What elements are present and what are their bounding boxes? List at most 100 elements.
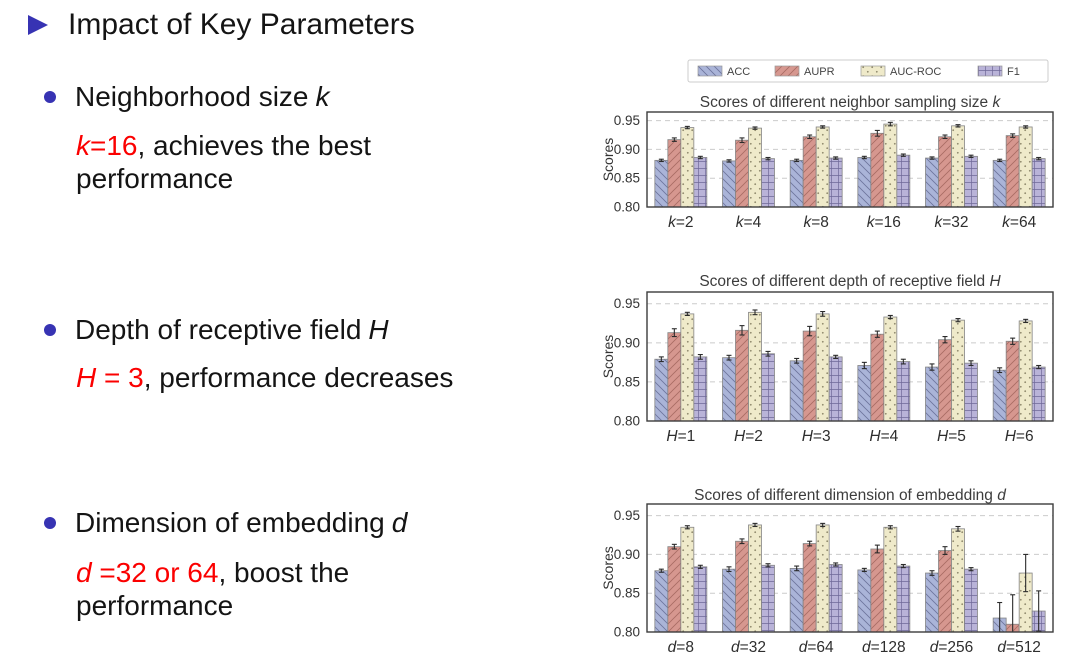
bar-F1-k=4	[761, 158, 775, 208]
note-line-2: performance	[76, 590, 234, 621]
svg-text:H=3: H=3	[802, 428, 831, 445]
bar-F1-H=2	[761, 353, 775, 422]
bar-F1-k=64	[1031, 158, 1046, 208]
bar-F1-d=256	[964, 568, 978, 633]
bar-ACC-d=8	[654, 570, 669, 633]
legend-swatch-ACC	[697, 65, 723, 77]
bar-AUC-ROC-k=4	[748, 127, 762, 208]
bar-ACC-k=2	[654, 159, 669, 208]
chart-dimension-of-embedding-d: 0.80 0.85 0.90 0.95 Scores Scores of differen…	[600, 487, 1054, 656]
triangle-bullet-icon	[28, 15, 48, 35]
x-tick-labels: d=8 d=32 d=64 d=128 d=256 d=512	[668, 639, 1041, 656]
svg-text:H=2: H=2	[734, 428, 763, 445]
legend-label-ACC: ACC	[727, 66, 750, 78]
plot-border	[646, 503, 1054, 633]
gridlines	[647, 515, 1053, 594]
plot-border	[646, 291, 1054, 422]
svg-text:H=1: H=1	[666, 428, 695, 445]
bars	[654, 311, 1046, 422]
bar-AUPR-k=8	[802, 136, 817, 208]
bar-ACC-H=3	[789, 360, 804, 422]
bar-ACC-k=32	[925, 157, 939, 208]
bar-AUPR-k=32	[938, 136, 952, 208]
bar-ACC-d=128	[857, 569, 872, 633]
bar-AUPR-k=2	[667, 139, 682, 208]
error-bars	[658, 522, 1042, 632]
bar-AUC-ROC-H=3	[815, 313, 830, 422]
svg-text:0.80: 0.80	[614, 625, 640, 640]
bar-F1-k=2	[693, 157, 708, 208]
y-tick-labels: 0.80 0.85 0.90 0.95	[614, 113, 640, 214]
svg-text:k=64: k=64	[1002, 214, 1036, 231]
bar-AUC-ROC-k=64	[1018, 126, 1033, 208]
bar-AUC-ROC-d=8	[680, 526, 695, 633]
chart-title: Scores of different neighbor sampling si…	[700, 94, 1002, 111]
svg-text:d=512: d=512	[997, 639, 1041, 656]
bar-ACC-H=2	[722, 357, 736, 422]
bullet-dot-icon	[44, 324, 56, 336]
error-bars	[658, 121, 1042, 163]
y-axis-label: Scores	[600, 138, 616, 182]
bar-AUC-ROC-d=64	[815, 524, 830, 633]
bar-AUC-ROC-H=6	[1018, 320, 1033, 422]
y-axis-label: Scores	[600, 546, 616, 590]
legend-swatch-F1	[977, 65, 1003, 77]
bar-AUC-ROC-H=2	[748, 311, 762, 422]
svg-text:0.95: 0.95	[614, 296, 640, 311]
bullet-note-receptive-field: H = 3, performance decreases	[76, 361, 453, 394]
bullet-note-embedding-dimension: d =32 or 64, boost the performance	[76, 556, 349, 622]
y-tick-labels: 0.80 0.85 0.90 0.95	[614, 296, 640, 428]
bar-F1-d=64	[828, 564, 843, 633]
bullet-heading-embedding-dimension: Dimension of embedding d	[44, 508, 407, 538]
bar-AUPR-H=2	[735, 329, 749, 422]
bar-ACC-k=64	[992, 159, 1007, 208]
chart-title: Scores of different depth of receptive f…	[699, 273, 1001, 290]
bar-F1-H=1	[693, 356, 708, 422]
bar-AUPR-H=4	[870, 333, 885, 422]
bar-AUC-ROC-k=2	[680, 127, 695, 208]
bars	[654, 524, 1046, 633]
svg-text:0.85: 0.85	[614, 171, 640, 186]
bar-AUPR-H=6	[1005, 340, 1020, 422]
bar-F1-H=3	[828, 356, 843, 422]
svg-text:d=256: d=256	[930, 639, 974, 656]
bar-AUC-ROC-d=32	[748, 524, 762, 633]
legend-label-AUPR: AUPR	[804, 66, 835, 78]
bar-AUPR-k=64	[1005, 135, 1020, 208]
chart-neighbor-sampling-size-k: 0.80 0.85 0.90 0.95 Scores Scores of differen…	[600, 59, 1054, 231]
bar-F1-H=6	[1031, 366, 1046, 422]
bar-F1-H=5	[964, 362, 978, 422]
bar-AUC-ROC-k=16	[883, 123, 898, 208]
bar-F1-d=32	[761, 564, 775, 633]
svg-text:k=32: k=32	[934, 214, 968, 231]
bullet-dot-icon	[44, 517, 56, 529]
bullet-note-neighborhood-size: k=16, achieves the best performance	[76, 129, 371, 195]
svg-text:0.80: 0.80	[614, 414, 640, 429]
bars	[654, 123, 1046, 208]
error-bars	[658, 309, 1042, 374]
bar-ACC-H=6	[992, 369, 1007, 422]
bar-F1-k=32	[964, 155, 978, 208]
bar-AUC-ROC-k=32	[951, 125, 965, 208]
bar-ACC-H=1	[654, 358, 669, 422]
bar-ACC-k=4	[722, 160, 736, 208]
bar-AUPR-H=3	[802, 330, 817, 422]
bar-AUPR-d=64	[802, 543, 817, 633]
y-tick-labels: 0.80 0.85 0.90 0.95	[614, 508, 640, 639]
svg-text:d=8: d=8	[668, 639, 694, 656]
frame-title: Impact of Key Parameters	[28, 8, 415, 42]
bar-AUPR-H=5	[938, 339, 952, 422]
bullet-heading-text: Dimension of embedding d	[75, 507, 408, 538]
note-line-2: performance	[76, 163, 234, 194]
gridlines	[647, 120, 1053, 179]
y-axis-label: Scores	[600, 335, 616, 379]
bar-AUC-ROC-d=256	[951, 528, 965, 633]
svg-text:0.95: 0.95	[614, 113, 640, 128]
svg-text:d=64: d=64	[799, 639, 834, 656]
svg-text:0.85: 0.85	[614, 586, 640, 601]
bar-AUC-ROC-d=128	[883, 526, 898, 633]
legend: ACC AUPR AUC-ROC F1	[687, 59, 1049, 83]
svg-text:0.80: 0.80	[614, 200, 640, 215]
chart-title: Scores of different dimension of embeddi…	[694, 487, 1007, 504]
note-line-1: k=16, achieves the best	[76, 130, 371, 161]
